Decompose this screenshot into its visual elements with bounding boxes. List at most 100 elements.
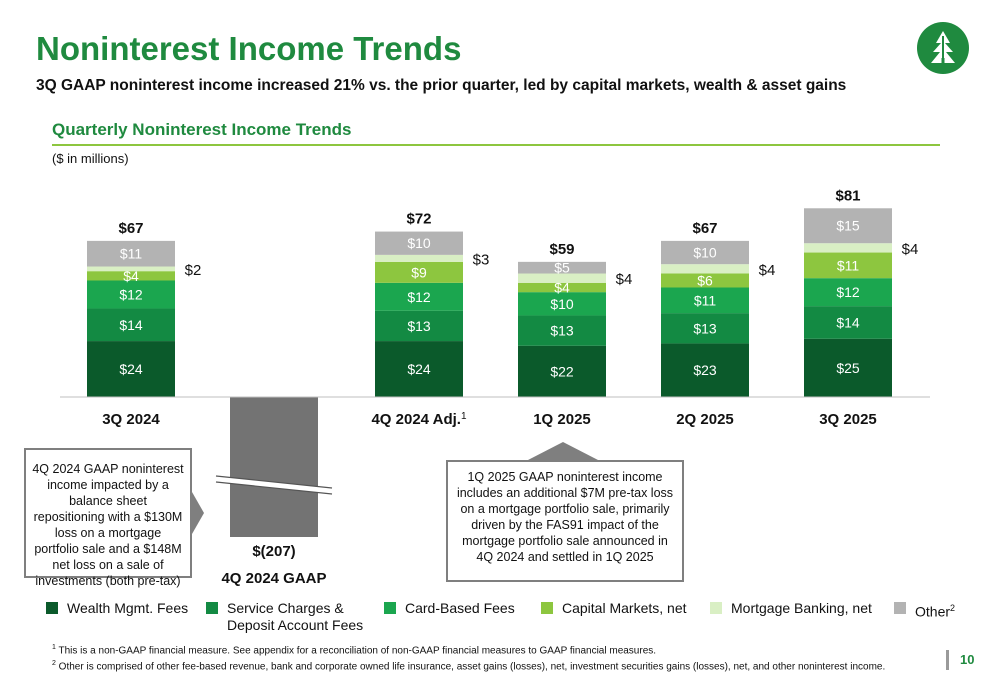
bar-segment-service-4q-2024-adj	[375, 310, 463, 342]
legend-label-other-sup: 2	[950, 603, 956, 613]
legend-swatch-other	[894, 602, 906, 614]
segment-label-service-1q-2025: $13	[550, 323, 574, 339]
legend-label-service-line2: Deposit Account Fees	[227, 617, 364, 633]
page-number: 10	[960, 652, 975, 667]
page-subtitle: 3Q GAAP noninterest income increased 21%…	[36, 77, 847, 94]
bar-segment-other-3q-2025	[804, 208, 892, 244]
axis-break-line-top-4q-2024-gaap	[215, 475, 333, 489]
segment-label-capital-3q-2025: $11	[837, 257, 860, 273]
legend-item-other: Other2	[894, 600, 955, 621]
callout-right-pointer	[528, 442, 598, 460]
legend-label-service-line1: Service Charges &	[227, 600, 344, 616]
footnote-1: 1 This is a non-GAAP financial measure. …	[52, 642, 922, 658]
segment-label-other-3q-2025: $15	[836, 218, 860, 234]
legend-item-service: Service Charges & Deposit Account Fees	[206, 600, 363, 634]
legend-item-mortgage: Mortgage Banking, net	[710, 600, 872, 617]
total-label-3q-2024: $67	[118, 220, 143, 237]
total-label-4q-2024-adj: $72	[406, 211, 431, 228]
segment-label-service-3q-2025: $14	[836, 314, 860, 330]
bar-segment-wealth-2q-2025	[661, 343, 749, 397]
total-label-3q-2025: $81	[835, 187, 860, 204]
bar-segment-capital-3q-2024	[87, 271, 175, 281]
bar-segment-card-2q-2025	[661, 287, 749, 314]
segment-label-card-3q-2024: $12	[119, 286, 143, 302]
section-divider	[52, 144, 940, 146]
bar-segment-capital-2q-2025	[661, 273, 749, 288]
legend-label-other: Other2	[915, 600, 955, 621]
segment-label-service-4q-2024-adj: $13	[407, 318, 431, 334]
legend-item-card: Card-Based Fees	[384, 600, 515, 617]
legend-label-capital: Capital Markets, net	[562, 600, 687, 616]
bar-segment-capital-3q-2025	[804, 252, 892, 279]
category-label-1q-2025: 1Q 2025	[533, 411, 591, 428]
bar-segment-other-4q-2024-adj	[375, 231, 463, 255]
mortgage-side-label-1q-2025: $4	[616, 271, 633, 288]
legend-swatch-capital	[541, 602, 553, 614]
bar-segment-wealth-4q-2024-adj	[375, 341, 463, 397]
bar-segment-service-1q-2025	[518, 315, 606, 346]
segment-label-capital-4q-2024-adj: $9	[411, 264, 427, 280]
total-label-4q-2024-gaap: $(207)	[252, 543, 295, 560]
bar-segment-card-4q-2024-adj	[375, 282, 463, 311]
legend-item-capital: Capital Markets, net	[541, 600, 687, 617]
footnote-2: 2 Other is comprised of other fee-based …	[52, 658, 922, 674]
bar-segment-other-1q-2025	[518, 261, 606, 274]
bar-segment-mortgage-2q-2025	[661, 264, 749, 274]
callout-1q2025-gaap: 1Q 2025 GAAP noninterest income includes…	[446, 460, 684, 582]
category-label-4q-2024-gaap: 4Q 2024 GAAP	[221, 570, 326, 587]
legend-swatch-wealth	[46, 602, 58, 614]
category-label-2q-2025: 2Q 2025	[676, 411, 734, 428]
segment-label-card-3q-2025: $12	[836, 284, 860, 300]
legend-item-wealth: Wealth Mgmt. Fees	[46, 600, 188, 617]
bar-segment-service-3q-2024	[87, 308, 175, 342]
segment-label-wealth-3q-2024: $24	[119, 361, 143, 377]
segment-label-other-2q-2025: $10	[693, 245, 717, 261]
bar-segment-card-1q-2025	[518, 292, 606, 316]
segment-label-capital-3q-2024: $4	[123, 268, 139, 284]
bar-segment-wealth-3q-2025	[804, 338, 892, 397]
callout-left-pointer	[192, 492, 204, 534]
segment-label-other-4q-2024-adj: $10	[407, 235, 431, 251]
chart-section-title: Quarterly Noninterest Income Trends	[52, 120, 352, 139]
legend-swatch-mortgage	[710, 602, 722, 614]
segment-label-service-3q-2024: $14	[119, 317, 143, 333]
total-label-2q-2025: $67	[692, 220, 717, 237]
axis-break-4q-2024-gaap	[216, 476, 332, 494]
page-number-bar	[946, 650, 949, 670]
bar-segment-service-3q-2025	[804, 306, 892, 339]
stacked-bar-chart: $24 $14 $12 $4 $2 $11 $67 3Q 2024 $(207) 4Q 2024 …	[60, 187, 930, 587]
segment-label-other-1q-2025: $5	[554, 260, 570, 276]
bar-segment-wealth-1q-2025	[518, 345, 606, 397]
segment-label-wealth-3q-2025: $25	[836, 360, 860, 376]
bar-segment-capital-1q-2025	[518, 282, 606, 293]
mortgage-side-label-4q-2024-adj: $3	[473, 251, 490, 268]
mortgage-side-label-3q-2025: $4	[902, 241, 919, 258]
bar-segment-wealth-3q-2024	[87, 341, 175, 397]
segment-label-card-1q-2025: $10	[550, 296, 574, 312]
legend-swatch-card	[384, 602, 396, 614]
legend-label-card: Card-Based Fees	[405, 600, 515, 616]
page-title: Noninterest Income Trends	[36, 30, 462, 67]
legend-label-mortgage: Mortgage Banking, net	[731, 600, 872, 616]
segment-label-card-2q-2025: $11	[694, 292, 717, 308]
mortgage-side-label-2q-2025: $4	[759, 262, 776, 279]
segment-label-wealth-1q-2025: $22	[550, 363, 574, 379]
axis-break-line-bottom-4q-2024-gaap	[215, 481, 333, 495]
category-label-4q-2024-adj: 4Q 2024 Adj.1	[371, 411, 467, 429]
bar-segment-mortgage-4q-2024-adj	[375, 254, 463, 262]
category-footnote-4q-2024-adj: 1	[461, 411, 467, 422]
company-logo	[917, 22, 969, 74]
total-label-1q-2025: $59	[549, 241, 574, 258]
bar-segment-other-2q-2025	[661, 240, 749, 265]
footnote-2-mark: 2	[52, 659, 56, 667]
footnotes: 1 This is a non-GAAP financial measure. …	[52, 642, 922, 674]
segment-label-wealth-4q-2024-adj: $24	[407, 361, 431, 377]
segment-label-service-2q-2025: $13	[693, 320, 717, 336]
segment-label-wealth-2q-2025: $23	[693, 362, 717, 378]
footnote-1-text: This is a non-GAAP financial measure. Se…	[55, 645, 657, 657]
bar-segment-mortgage-3q-2025	[804, 243, 892, 253]
bar-segment-mortgage-3q-2024	[87, 266, 175, 272]
segment-label-capital-1q-2025: $4	[554, 279, 570, 295]
bar-segment-capital-4q-2024-adj	[375, 261, 463, 283]
legend-label-service: Service Charges & Deposit Account Fees	[227, 600, 363, 634]
